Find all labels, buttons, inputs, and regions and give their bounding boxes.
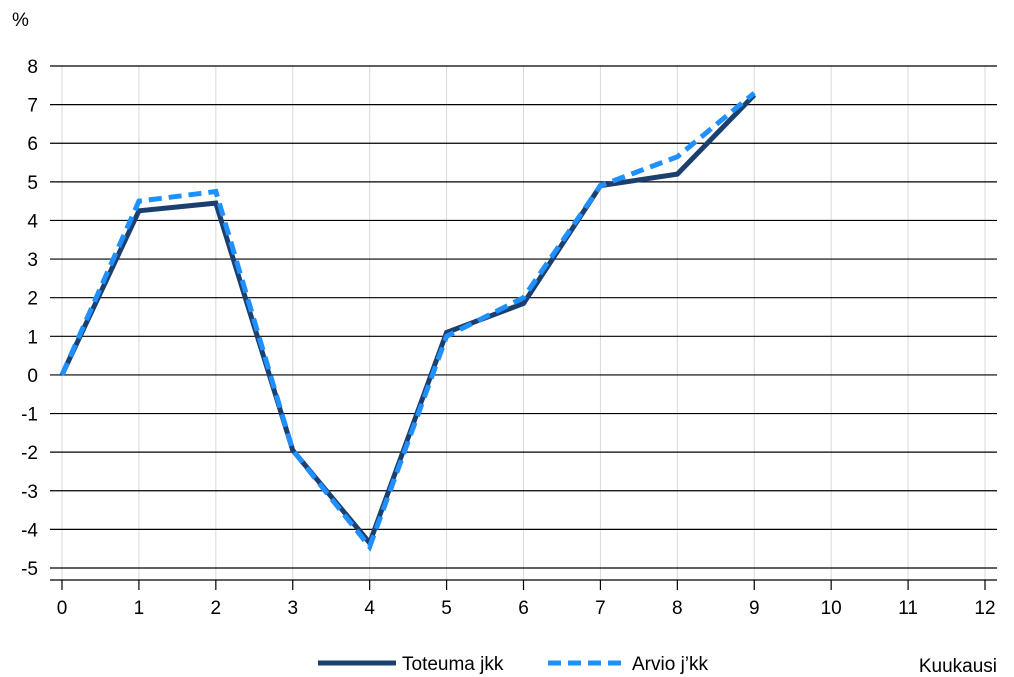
y-tick-label: -3 (21, 482, 38, 503)
legend-label-toteuma: Toteuma jkk (402, 654, 504, 675)
y-tick-label: -4 (21, 520, 38, 541)
y-tick-label: 1 (27, 327, 38, 348)
x-tick-label: 11 (898, 598, 918, 619)
horizontal-gridlines (50, 65, 997, 569)
y-tick-label: 3 (27, 250, 38, 271)
legend: Toteuma jkk Arvio j’kk (318, 654, 709, 675)
y-tick-labels: 8 7 6 5 4 3 2 1 0 -1 -2 -3 -4 -5 (21, 57, 38, 580)
x-tick-label: 7 (595, 598, 606, 619)
x-tick-label: 3 (287, 598, 298, 619)
x-tick-label: 8 (672, 598, 683, 619)
x-tick-label: 12 (974, 598, 995, 619)
x-tick-labels: 0 1 2 3 4 5 6 7 8 9 10 11 12 (57, 598, 996, 619)
series-lines (59, 91, 757, 552)
x-tick-label: 0 (57, 598, 68, 619)
y-tick-label: -1 (21, 405, 38, 426)
y-tick-label: 0 (27, 366, 38, 387)
y-axis-label: % (12, 10, 29, 31)
y-tick-label: 5 (27, 173, 38, 194)
x-tick-label: 9 (749, 598, 760, 619)
y-tick-label: 7 (27, 96, 38, 117)
x-tick-label: 10 (821, 598, 842, 619)
y-tick-label: 4 (27, 211, 38, 232)
x-tick-label: 1 (134, 598, 145, 619)
x-tick-label: 6 (518, 598, 529, 619)
y-tick-label: -5 (21, 559, 38, 580)
x-tick-label: 5 (441, 598, 452, 619)
x-axis-label: Kuukausi (919, 656, 997, 677)
legend-label-arvio: Arvio j’kk (632, 654, 709, 675)
x-tick-label: 4 (364, 598, 375, 619)
y-tick-label: 6 (27, 134, 38, 155)
vertical-gridlines (61, 66, 986, 580)
y-tick-label: 2 (27, 289, 38, 310)
y-tick-label: 8 (27, 57, 38, 78)
series-line-arvio (59, 91, 756, 552)
x-axis (50, 579, 997, 590)
series-line-toteuma (59, 93, 757, 548)
y-tick-label: -2 (21, 443, 38, 464)
x-tick-label: 2 (211, 598, 222, 619)
